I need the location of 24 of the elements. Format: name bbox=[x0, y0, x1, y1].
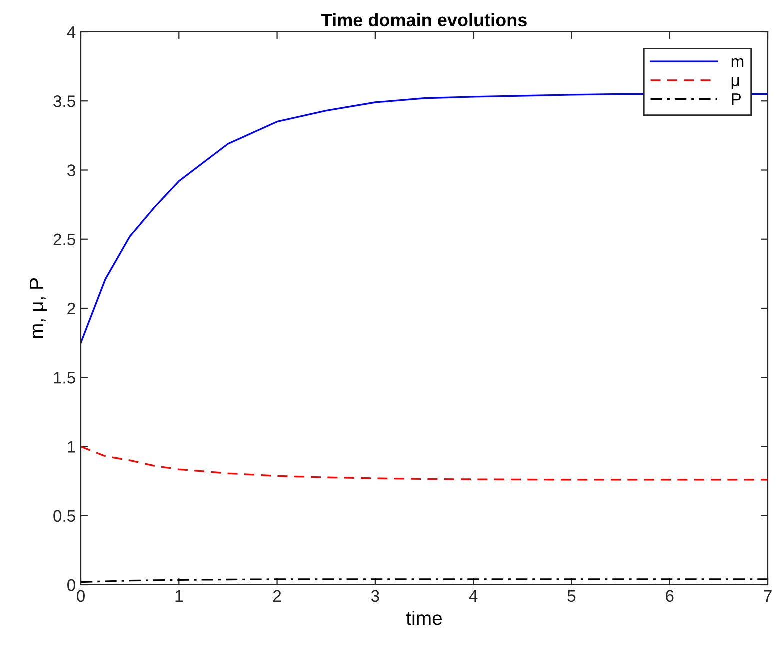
y-tick-label: 1.5 bbox=[54, 372, 76, 384]
y-tick-label: 3.5 bbox=[54, 96, 76, 108]
y-tick-label: 0.5 bbox=[54, 510, 76, 522]
y-tick-label: 2.5 bbox=[54, 234, 76, 246]
x-tick-label: 2 bbox=[273, 590, 282, 602]
y-tick-label: 0 bbox=[68, 579, 76, 592]
y-tick-label: 2 bbox=[68, 302, 76, 315]
x-tick-label: 4 bbox=[469, 590, 478, 602]
legend-label: μ bbox=[732, 77, 740, 90]
x-tick-label: 3 bbox=[371, 590, 380, 602]
chart-title: Time domain evolutions bbox=[322, 13, 527, 27]
legend-label: P bbox=[732, 94, 742, 106]
x-tick-label: 7 bbox=[764, 590, 772, 602]
x-tick-label: 6 bbox=[666, 590, 674, 602]
x-axis-title: time bbox=[406, 610, 442, 626]
y-tick-label: 3 bbox=[68, 164, 76, 176]
x-tick-label: 5 bbox=[568, 590, 576, 602]
legend-label: m bbox=[732, 58, 744, 68]
x-tick-label: 1 bbox=[176, 590, 183, 602]
x-tick-label: 0 bbox=[77, 590, 85, 602]
y-axis-title: m, μ, P bbox=[30, 278, 48, 338]
y-tick-label: 4 bbox=[67, 26, 76, 38]
y-tick-label: 1 bbox=[68, 441, 76, 453]
line-series bbox=[81, 446, 768, 481]
